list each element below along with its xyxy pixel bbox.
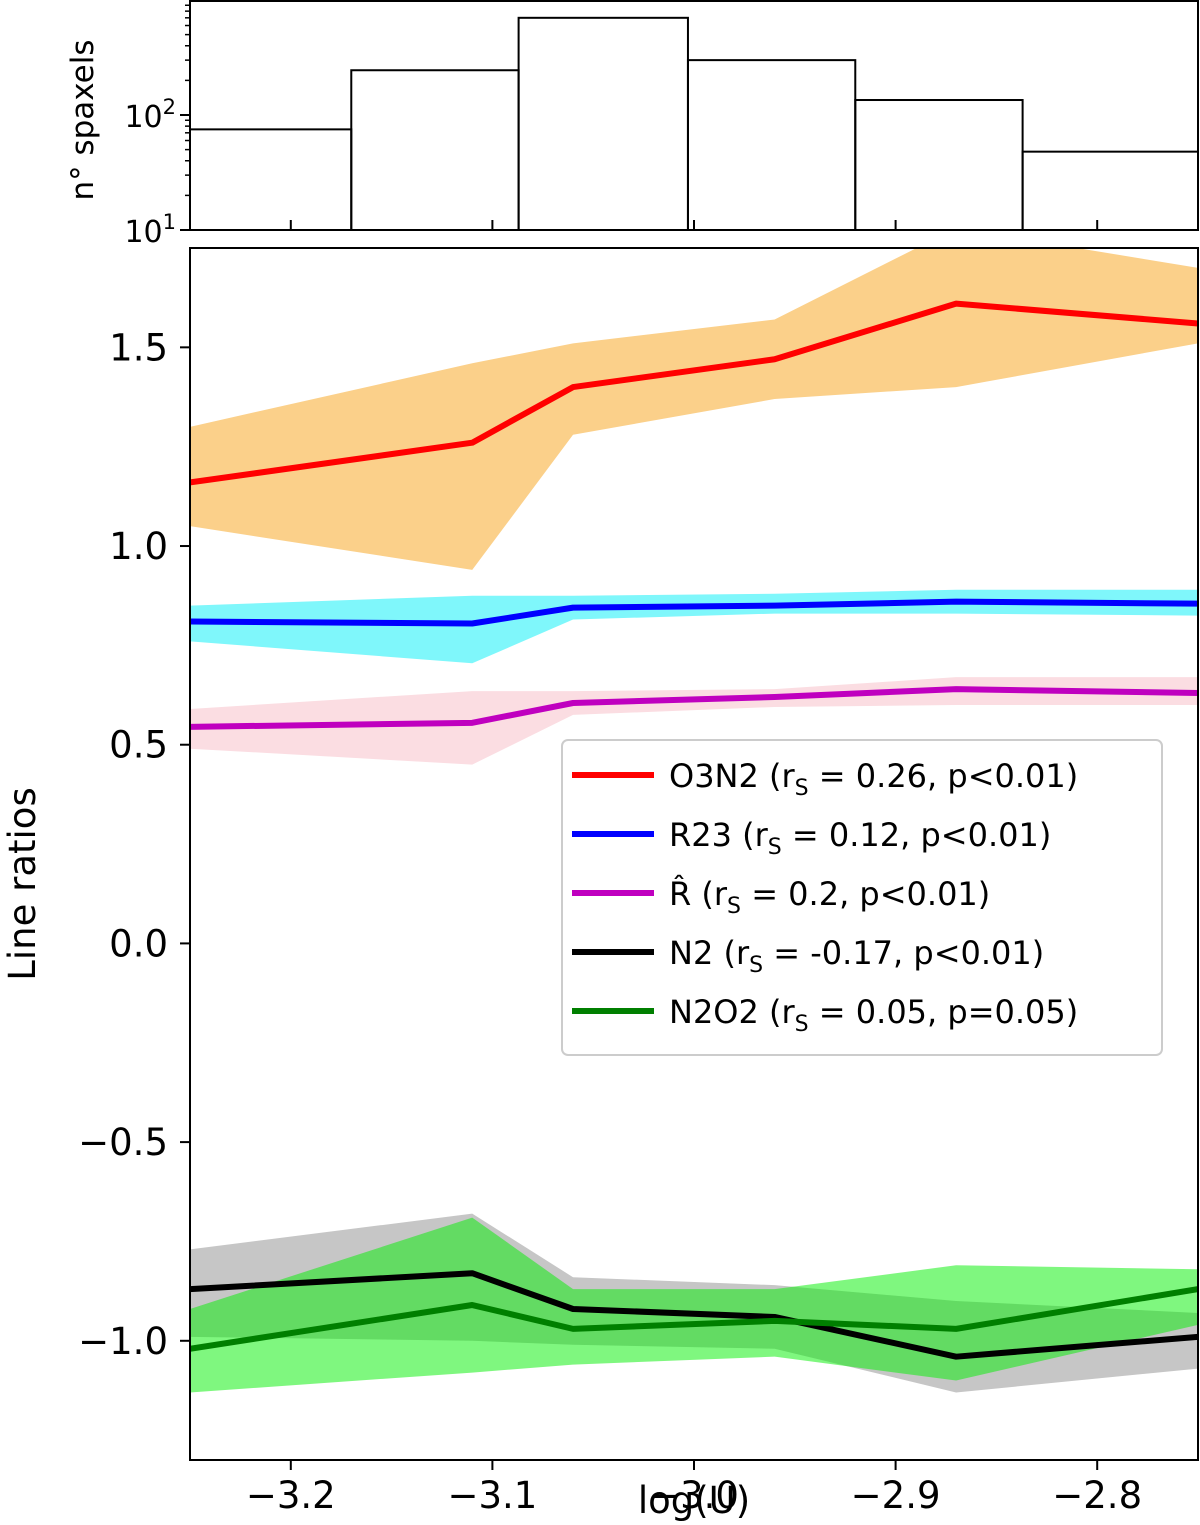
x-tick-label-2: −3.1 (447, 1474, 537, 1517)
y-axis-label: Line ratios (1, 787, 44, 980)
line-ratio-panel: −3.2 −3.1 −3.0 −2.9 −2.8 1.5 1.0 0.5 0.0 −0.5 −1.… (1, 247, 1199, 1522)
x-tick-label-5: −2.8 (1052, 1474, 1142, 1517)
histogram-x-ticks (289, 220, 1099, 230)
y-tick-label-5: −0.5 (78, 1121, 168, 1164)
band-r23 (190, 589, 1198, 664)
legend-label-n2: N2 (rS = -0.17, p<0.01) (669, 934, 1044, 978)
histogram-bar-4 (686, 59, 857, 231)
legend-label-r23: R23 (rS = 0.12, p<0.01) (669, 816, 1051, 860)
legend-label-o3n2: O3N2 (rS = 0.26, p<0.01) (669, 757, 1078, 801)
line-o3n2 (190, 300, 1198, 486)
y-axis-ticks: 1.5 1.0 0.5 0.0 −0.5 −1.0 (78, 326, 190, 1363)
histogram-bars (189, 16, 1199, 232)
line-n2 (190, 1270, 1198, 1360)
main-plot-frame (189, 247, 1199, 1461)
histogram-y-tick-label-2: 102 (124, 95, 176, 135)
x-tick-label-1: −3.2 (246, 1474, 336, 1517)
histogram-bar-1 (189, 128, 353, 231)
uncertainty-bands (190, 248, 1198, 1393)
band-r-hat (190, 677, 1198, 765)
histogram-panel: 101 102 n° spaxels (65, 0, 1199, 250)
histogram-y-ticks: 101 102 (124, 4, 190, 250)
x-tick-label-3: −3.0 (649, 1474, 739, 1517)
y-tick-label-6: −1.0 (78, 1320, 168, 1363)
band-n2o2 (190, 1217, 1198, 1393)
histogram-y-axis-label: n° spaxels (65, 39, 101, 200)
series-lines (190, 300, 1198, 1360)
band-o3n2 (190, 248, 1198, 570)
legend-box (561, 739, 1163, 1056)
x-tick-label-4: −2.9 (851, 1474, 941, 1517)
line-r-hat (190, 686, 1198, 730)
y-tick-label-4: 0.0 (109, 922, 168, 965)
histogram-bar-3 (517, 16, 689, 232)
y-tick-label-2: 1.0 (109, 525, 168, 568)
histogram-bar-6 (1021, 150, 1199, 231)
histogram-bar-5 (854, 99, 1024, 232)
x-axis-label: log(U) (638, 1479, 750, 1522)
x-axis-ticks: −3.2 −3.1 −3.0 −2.9 −2.8 (246, 1460, 1142, 1517)
histogram-bar-2 (350, 69, 520, 232)
histogram-y-tick-label-1: 101 (124, 210, 176, 250)
legend: O3N2 (rS = 0.26, p<0.01) R23 (rS = 0.12, … (561, 739, 1163, 1056)
y-tick-label-3: 0.5 (109, 724, 168, 767)
y-tick-label-1: 1.5 (109, 326, 168, 369)
line-n2o2 (190, 1286, 1198, 1352)
legend-label-n2o2: N2O2 (rS = 0.05, p=0.05) (669, 993, 1078, 1037)
legend-label-r-hat: R̂ (rS = 0.2, p<0.01) (669, 875, 990, 919)
line-r23 (190, 598, 1198, 627)
histogram-frame (189, 0, 1199, 231)
